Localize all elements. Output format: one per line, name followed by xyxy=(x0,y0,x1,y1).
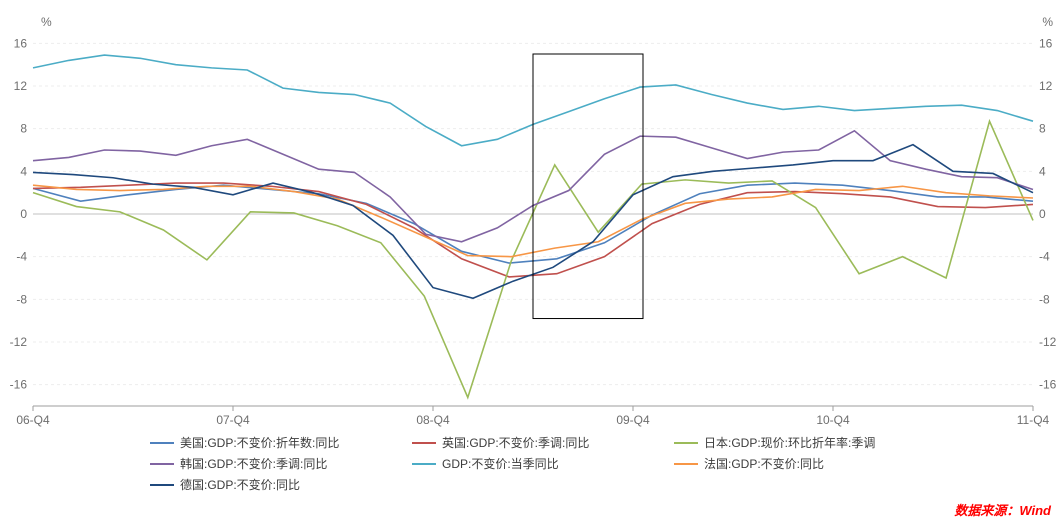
x-tick: 10-Q4 xyxy=(816,413,850,427)
legend-swatch xyxy=(150,463,174,465)
y-tick-right: -8 xyxy=(1039,292,1050,306)
legend-label: 德国:GDP:不变价:同比 xyxy=(180,476,300,493)
x-tick: 09-Q4 xyxy=(616,413,650,427)
y-tick-right: 16 xyxy=(1039,36,1053,50)
legend-swatch xyxy=(674,463,698,465)
legend-swatch xyxy=(412,442,436,444)
y-tick-left: -8 xyxy=(16,292,27,306)
y-tick-left: -12 xyxy=(10,335,28,349)
legend-swatch xyxy=(150,442,174,444)
legend-label: 日本:GDP:现价:环比折年率:季调 xyxy=(704,434,875,451)
y-tick-left: -4 xyxy=(16,250,27,264)
legend-label: 法国:GDP:不变价:同比 xyxy=(704,455,824,472)
x-tick: 06-Q4 xyxy=(16,413,50,427)
y-tick-left: 16 xyxy=(14,36,28,50)
y-tick-left: 0 xyxy=(20,207,27,221)
legend-item-japan: 日本:GDP:现价:环比折年率:季调 xyxy=(674,434,924,451)
legend-item-france: 法国:GDP:不变价:同比 xyxy=(674,455,924,472)
legend-swatch xyxy=(412,463,436,465)
y-tick-right: 4 xyxy=(1039,164,1046,178)
y-tick-right: 0 xyxy=(1039,207,1046,221)
y-tick-right: -16 xyxy=(1039,378,1057,392)
legend-item-china: GDP:不变价:当季同比 xyxy=(412,455,662,472)
legend-item-germany: 德国:GDP:不变价:同比 xyxy=(150,476,400,493)
data-source-label: 数据来源：Wind xyxy=(954,500,1051,519)
y-tick-right: -12 xyxy=(1039,335,1057,349)
legend-swatch xyxy=(674,442,698,444)
y-tick-right: 8 xyxy=(1039,122,1046,136)
legend: 美国:GDP:不变价:折年数:同比 英国:GDP:不变价:季调:同比 日本:GDP:… xyxy=(150,434,962,497)
highlight-box xyxy=(533,54,643,319)
x-tick: 08-Q4 xyxy=(416,413,450,427)
chart-container: -16 -16 -12 -12 -8 -8 -4 -4 0 0 4 4 8 8 12 12 16 16%% 06-Q… xyxy=(0,0,1061,527)
y-tick-right: 12 xyxy=(1039,79,1053,93)
legend-label: GDP:不变价:当季同比 xyxy=(442,455,559,472)
legend-item-uk: 英国:GDP:不变价:季调:同比 xyxy=(412,434,662,451)
y-tick-right: -4 xyxy=(1039,250,1050,264)
legend-label: 英国:GDP:不变价:季调:同比 xyxy=(442,434,589,451)
legend-item-korea: 韩国:GDP:不变价:季调:同比 xyxy=(150,455,400,472)
legend-label: 美国:GDP:不变价:折年数:同比 xyxy=(180,434,339,451)
legend-item-us: 美国:GDP:不变价:折年数:同比 xyxy=(150,434,400,451)
y-tick-left: -16 xyxy=(10,378,28,392)
y-tick-left: 12 xyxy=(14,79,28,93)
x-tick: 07-Q4 xyxy=(216,413,250,427)
x-tick: 11-Q4 xyxy=(1017,413,1050,427)
y-unit-right: % xyxy=(1042,15,1053,29)
y-tick-left: 4 xyxy=(20,164,27,178)
y-tick-left: 8 xyxy=(20,122,27,136)
y-unit-left: % xyxy=(41,15,52,29)
legend-label: 韩国:GDP:不变价:季调:同比 xyxy=(180,455,327,472)
legend-swatch xyxy=(150,484,174,486)
